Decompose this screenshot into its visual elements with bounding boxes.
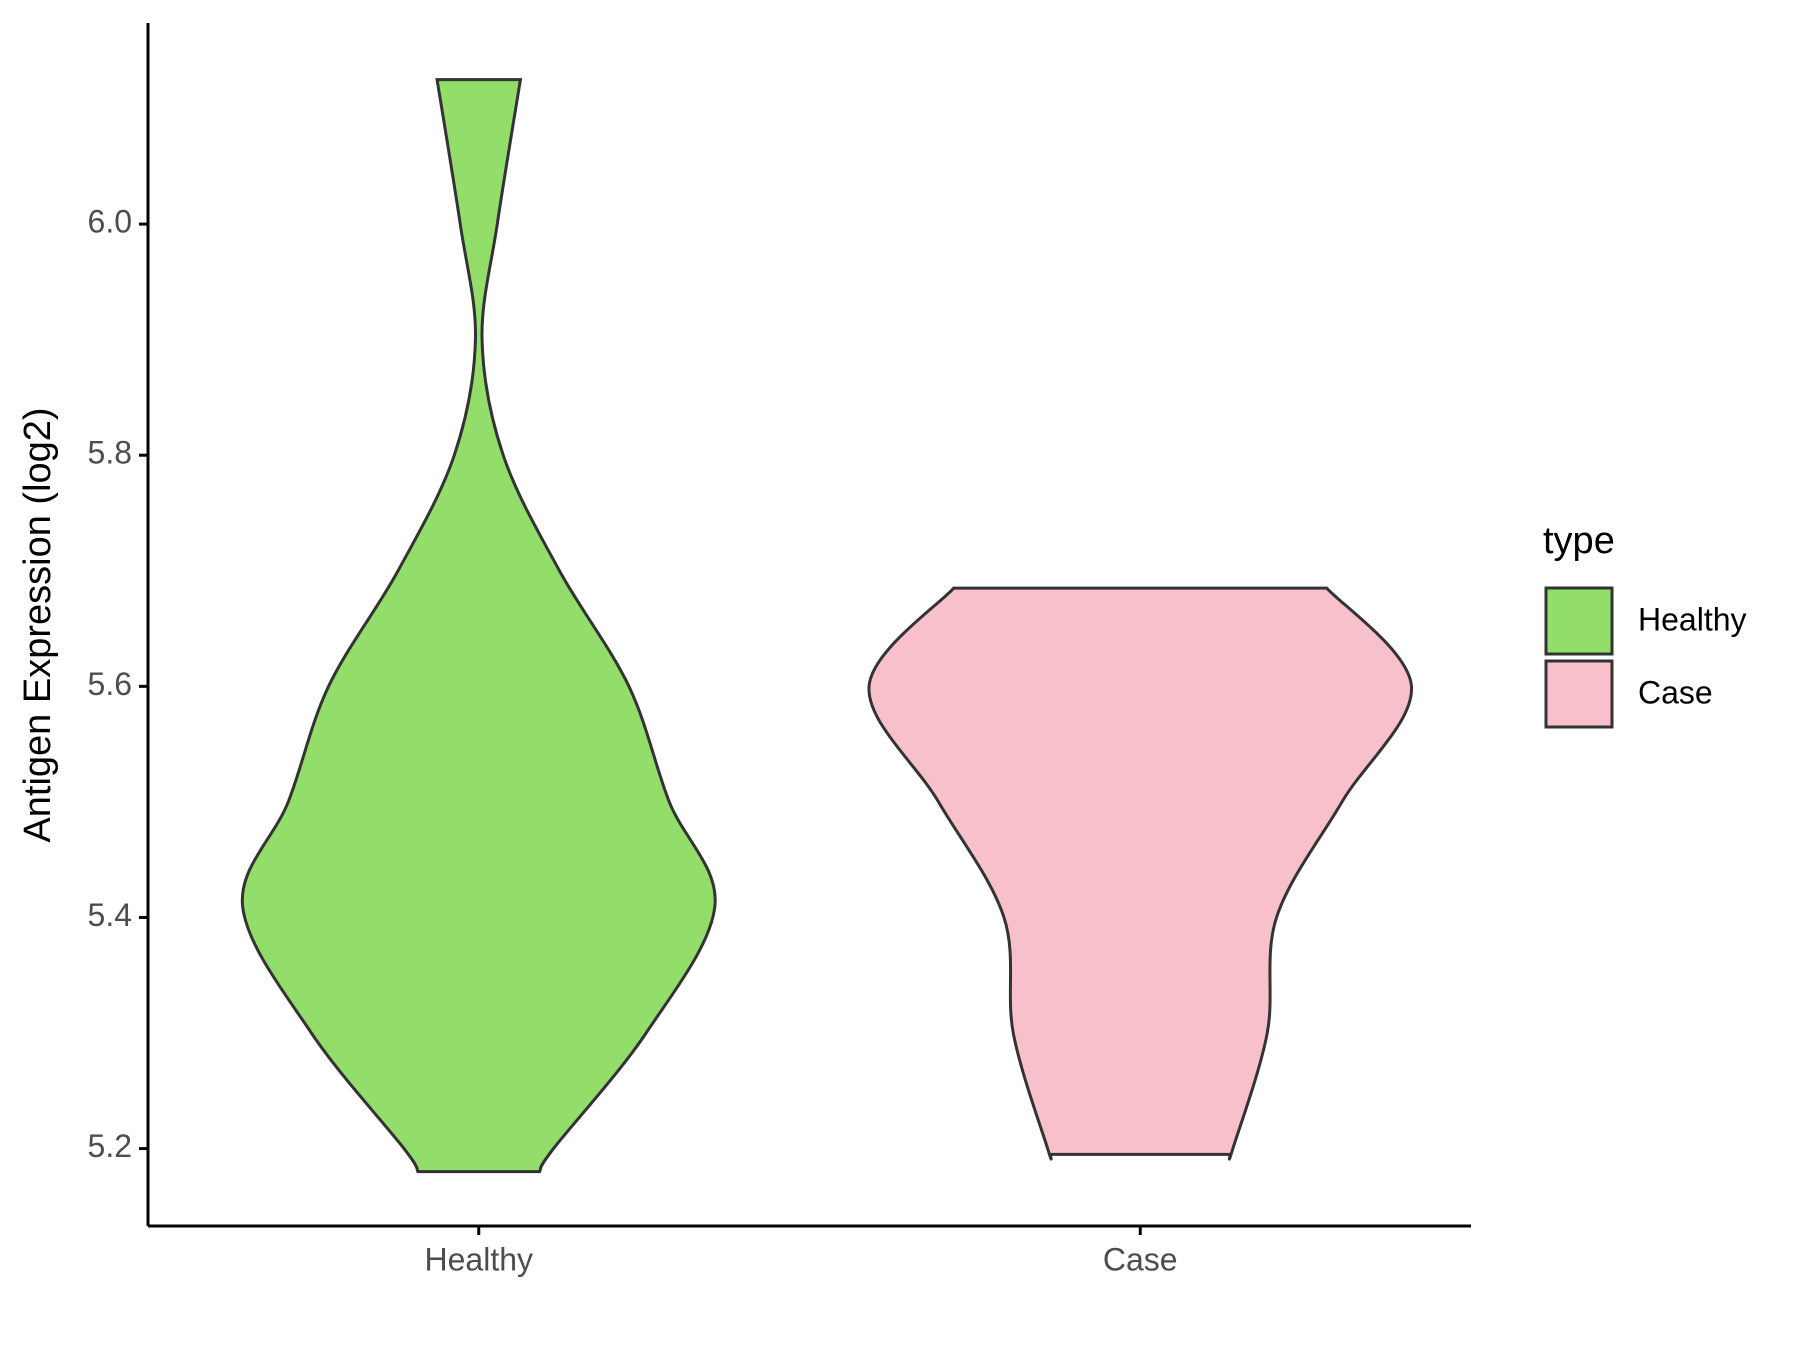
legend-title: type [1543,520,1615,562]
y-tick-label: 5.6 [88,666,132,702]
violin [240,78,717,1174]
y-tick-label: 5.4 [88,897,132,933]
legend-key [1544,586,1614,656]
violin [867,586,1413,1161]
y-tick-label: 5.8 [88,435,132,471]
y-tick-label: 6.0 [88,204,132,240]
x-tick-label: Healthy [425,1241,534,1277]
legend-label: Case [1638,674,1713,710]
y-tick-label: 5.2 [88,1128,132,1164]
x-tick-label: Case [1103,1241,1178,1277]
legend-key [1544,659,1614,729]
legend-label: Healthy [1638,601,1747,637]
y-axis-title: Antigen Expression (log2) [17,407,59,842]
